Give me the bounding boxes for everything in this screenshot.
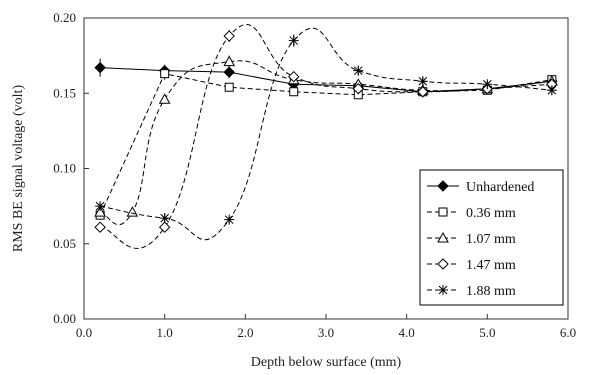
x-axis-title: Depth below surface (mm)	[251, 355, 402, 370]
legend-marker	[437, 231, 449, 243]
y-tick-label: 0.10	[53, 161, 76, 176]
legend-item: 1.88 mm	[427, 284, 516, 299]
data-point	[352, 83, 364, 95]
legend-item: 0.36 mm	[427, 206, 516, 221]
legend-marker	[438, 207, 448, 217]
legend-item: 1.07 mm	[427, 231, 516, 247]
data-point	[94, 221, 106, 233]
legend-label: Unhardened	[466, 180, 534, 195]
y-tick-label: 0.05	[53, 236, 76, 251]
data-point	[224, 214, 235, 225]
legend-item: Unhardened	[427, 180, 534, 195]
data-point	[159, 213, 170, 224]
legend-label: 1.47 mm	[466, 258, 516, 273]
data-point	[94, 206, 106, 217]
data-point	[160, 69, 170, 79]
data-point	[223, 30, 235, 42]
x-tick-label: 5.0	[479, 325, 495, 340]
x-tick-label: 2.0	[237, 325, 253, 340]
data-point	[126, 206, 139, 217]
legend-item: 1.47 mm	[427, 258, 516, 273]
series-layer	[94, 24, 558, 249]
data-point	[353, 65, 364, 76]
x-tick-label: 3.0	[318, 325, 334, 340]
y-axis: 0.00 0.05 0.10 0.15 0.20	[53, 10, 89, 326]
data-point	[95, 201, 106, 212]
data-point	[289, 87, 299, 97]
x-tick-label: 1.0	[157, 325, 173, 340]
data-point	[224, 82, 234, 92]
series-1-88-mm	[95, 27, 557, 241]
legend-label: 1.88 mm	[466, 284, 516, 299]
data-point	[546, 85, 557, 96]
x-axis: 0.0 1.0 2.0 3.0 4.0 5.0 6.0	[76, 314, 576, 340]
legend: Unhardened 0.36 mm 1.07 mm 1.47 mm 1.88 mm	[419, 169, 564, 306]
data-point	[223, 55, 236, 67]
series-1-47-mm	[94, 24, 558, 249]
series-line	[100, 27, 552, 241]
x-tick-label: 6.0	[560, 325, 576, 340]
data-point	[417, 86, 429, 98]
legend-marker	[438, 285, 448, 295]
data-point	[223, 66, 235, 78]
y-tick-label: 0.15	[53, 85, 76, 100]
legend-label: 1.07 mm	[466, 232, 516, 247]
data-point	[482, 79, 493, 90]
x-tick-label: 4.0	[399, 325, 415, 340]
data-point	[417, 76, 428, 87]
legend-marker	[437, 180, 449, 192]
y-tick-label: 0.00	[53, 311, 76, 326]
data-point	[94, 61, 106, 74]
data-point	[158, 221, 171, 233]
x-tick-label: 0.0	[76, 325, 92, 340]
y-tick-label: 0.20	[53, 10, 76, 25]
data-point	[288, 35, 299, 46]
legend-marker	[437, 258, 449, 270]
data-point	[288, 70, 300, 83]
data-point	[158, 93, 171, 104]
legend-label: 0.36 mm	[466, 206, 516, 221]
y-axis-title: RMS BE signal voltage (volt)	[11, 85, 26, 253]
